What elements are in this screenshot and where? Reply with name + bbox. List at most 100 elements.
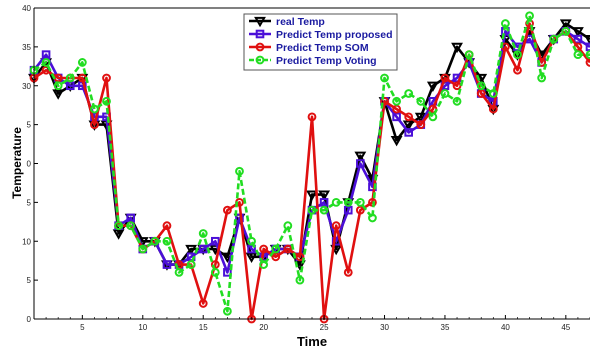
data-point-triangle [414,112,427,124]
data-point-circle [283,244,293,254]
legend-box [243,13,398,71]
data-point-circle [513,65,522,75]
x-tick-label: 45 [561,323,570,332]
data-point-circle [573,50,583,60]
data-point-circle [404,89,414,98]
data-point-circle [525,11,534,21]
data-point-square [65,81,75,91]
data-point-circle [102,73,111,83]
data-point-triangle [390,136,403,147]
legend-entry-label: Predict Temp SOM [276,42,369,54]
data-point-circle [198,299,208,308]
data-point-circle [380,96,389,106]
x-tick-label: 35 [441,323,450,332]
data-point-triangle [52,89,65,100]
data-point-circle [77,58,87,67]
data-point-circle [513,50,522,60]
data-point-circle [331,221,341,231]
data-point-circle [440,73,450,83]
data-point-circle [198,229,208,238]
data-point-circle [307,205,317,215]
data-point-circle [392,96,402,106]
data-point-circle [162,236,172,246]
data-point-circle [476,81,486,91]
data-point-circle [307,112,317,122]
y-tick-label: 0 [27,160,32,169]
data-point-circle [247,236,256,246]
data-point-circle [150,236,160,246]
data-point-circle [355,197,365,207]
data-point-square [585,42,590,52]
data-point-circle [295,275,305,285]
data-point-triangle [254,16,266,28]
data-point-square [211,236,220,246]
data-point-square [198,244,208,254]
data-point-circle [331,197,341,207]
data-point-triangle [354,151,367,162]
data-point-square [126,213,135,223]
x-tick-label: 40 [501,323,510,332]
data-point-circle [380,73,389,83]
data-point-square [573,34,583,44]
x-tick-label: 30 [380,323,389,332]
data-point-circle [259,260,269,269]
data-point-square [343,205,353,215]
legend-entry-label: real Temp [276,16,325,28]
data-point-circle [343,197,353,207]
data-point-triangle [112,229,125,240]
data-point-circle [90,104,99,114]
series-predict-temp-voting [29,11,590,316]
y-tick-label: 40 [22,4,31,13]
data-point-circle [537,73,547,83]
data-point-circle [488,89,498,98]
data-point-circle [283,221,293,231]
data-point-square [319,198,329,207]
data-point-circle [102,96,111,106]
data-point-square [356,159,365,168]
data-point-circle [428,112,438,122]
x-tick-label: 15 [199,323,208,332]
data-point-triangle [571,27,584,38]
legend-entry-label: Predict Temp proposed [276,29,393,41]
data-point-circle [235,166,244,176]
y-tick-label: 5 [27,121,32,130]
y-tick-label: 5 [27,276,32,285]
y-tick-label: 5 [27,198,32,207]
data-point-circle [222,306,232,316]
data-point-circle [295,252,305,262]
data-point-triangle [245,252,258,264]
series-layer [28,11,590,324]
data-point-circle [271,244,281,254]
y-tick-label: 35 [22,43,31,52]
data-point-circle [440,89,450,98]
data-point-square [255,29,265,39]
x-tick-label: 5 [80,323,85,332]
data-point-circle [368,213,377,223]
x-tick-label: 25 [320,323,329,332]
data-point-square [247,244,256,254]
data-point-circle [65,73,75,83]
y-tick-label: 10 [22,237,31,246]
data-point-circle [416,96,426,106]
data-point-circle [561,26,571,36]
data-point-circle [452,96,462,106]
data-point-circle [500,19,510,28]
data-point-triangle [185,244,198,256]
y-axis-label: Temperature [10,127,24,199]
data-point-circle [259,244,269,254]
data-point-triangle [559,19,572,30]
x-tick-label: 10 [138,323,147,332]
data-point-triangle [318,190,331,201]
x-tick-label: 20 [259,323,268,332]
data-point-circle [255,42,265,52]
data-point-triangle [451,42,463,54]
data-point-square [41,50,51,59]
data-point-square [223,268,232,277]
data-point-circle [90,120,99,130]
data-point-circle [416,120,426,130]
data-point-circle [41,58,51,67]
data-point-circle [162,221,172,231]
data-point-circle [319,205,329,215]
data-point-circle [464,50,474,60]
data-point-square [162,260,172,269]
